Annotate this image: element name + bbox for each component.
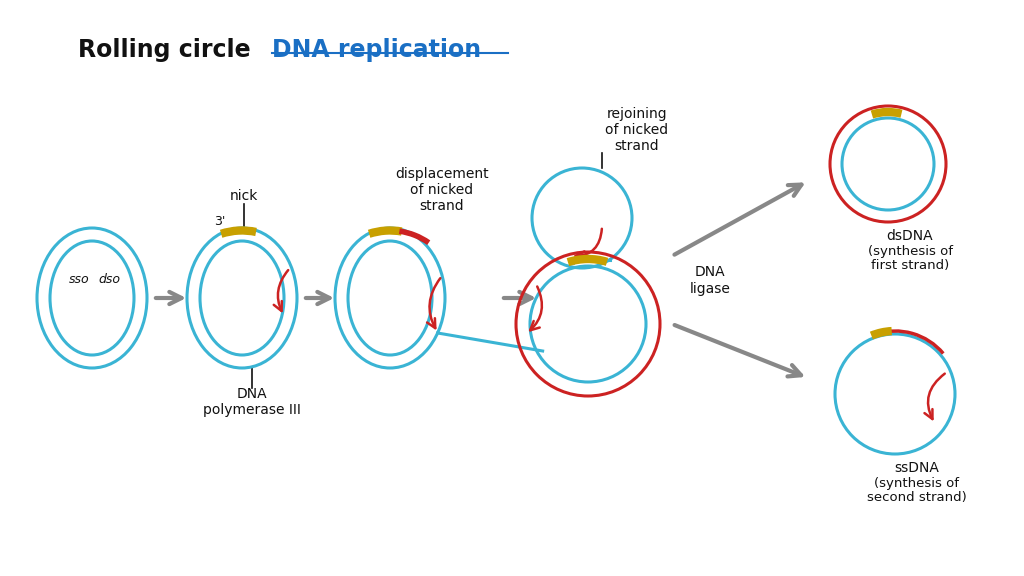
Text: 3': 3': [214, 215, 225, 228]
Text: dso: dso: [98, 273, 120, 286]
Text: displacement: displacement: [395, 167, 488, 181]
Text: first strand): first strand): [870, 259, 949, 272]
Text: (synthesis of: (synthesis of: [874, 477, 959, 490]
Text: ssDNA: ssDNA: [895, 461, 939, 475]
Text: sso: sso: [69, 273, 89, 286]
Text: rejoining: rejoining: [606, 107, 668, 121]
Text: DNA: DNA: [237, 387, 267, 401]
Text: (synthesis of: (synthesis of: [867, 245, 952, 258]
Text: of nicked: of nicked: [411, 183, 473, 197]
Text: DNA replication: DNA replication: [272, 38, 481, 62]
Text: ligase: ligase: [689, 282, 730, 296]
Text: nick: nick: [229, 189, 258, 203]
Text: strand: strand: [420, 199, 464, 213]
Text: strand: strand: [614, 139, 659, 153]
Text: dsDNA: dsDNA: [887, 229, 933, 243]
Text: DNA: DNA: [694, 265, 725, 279]
Text: polymerase III: polymerase III: [203, 403, 301, 417]
Text: Rolling circle: Rolling circle: [78, 38, 259, 62]
Text: second strand): second strand): [867, 491, 967, 504]
Text: of nicked: of nicked: [605, 123, 669, 137]
